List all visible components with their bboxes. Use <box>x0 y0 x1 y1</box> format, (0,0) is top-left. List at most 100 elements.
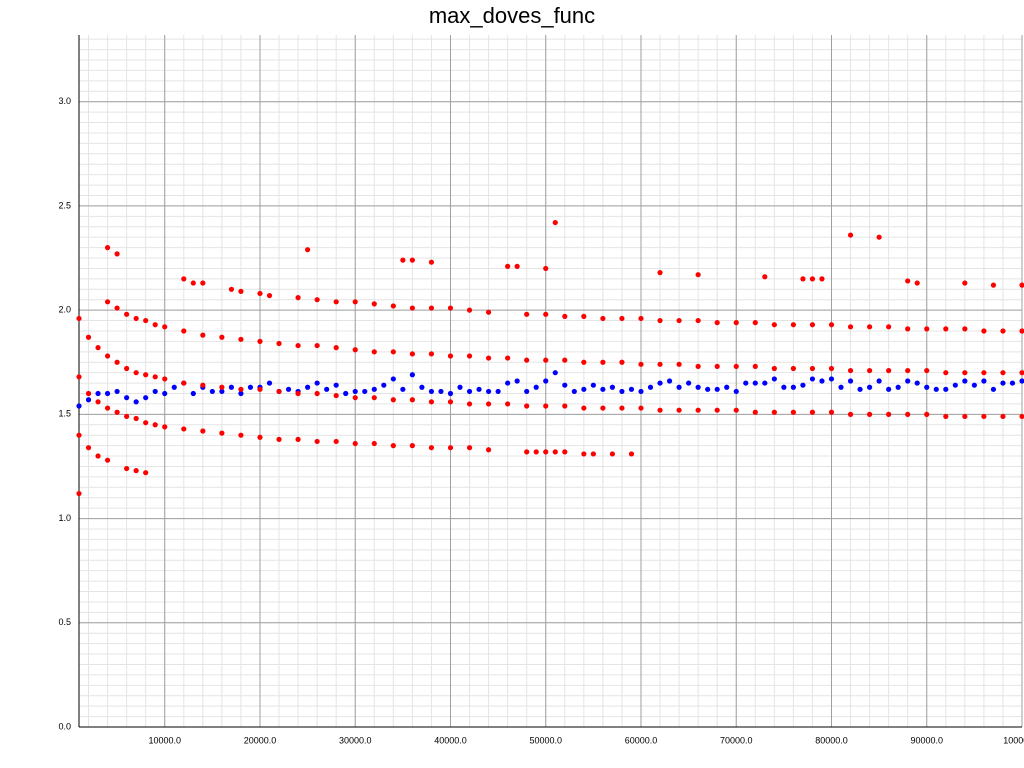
point <box>428 388 435 395</box>
point <box>390 443 396 449</box>
y-tick-label: 1.5 <box>58 409 71 419</box>
point <box>847 411 854 417</box>
point <box>76 315 82 322</box>
point <box>562 403 568 409</box>
point <box>809 365 816 372</box>
point <box>428 259 435 265</box>
point <box>114 305 120 311</box>
point <box>333 345 339 351</box>
point <box>124 311 130 317</box>
point <box>133 399 139 405</box>
point <box>581 405 587 411</box>
point <box>581 359 587 365</box>
point <box>466 307 473 313</box>
point <box>114 359 120 365</box>
point <box>857 386 863 392</box>
point <box>133 370 139 376</box>
point <box>162 390 168 397</box>
point <box>809 322 816 328</box>
point <box>714 320 720 326</box>
y-tick-label: 3.0 <box>58 96 71 106</box>
x-tick-label: 20000.0 <box>244 735 277 745</box>
point <box>247 384 254 390</box>
point <box>771 322 777 328</box>
point <box>866 384 873 390</box>
point <box>905 326 911 332</box>
point <box>143 395 149 401</box>
point <box>314 380 320 386</box>
point <box>505 355 511 361</box>
point <box>638 361 644 367</box>
point <box>181 426 187 432</box>
point <box>981 413 987 420</box>
point <box>314 438 320 445</box>
point <box>543 403 549 409</box>
x-tick-label: 30000.0 <box>339 735 372 745</box>
point <box>524 388 530 395</box>
point <box>914 280 920 286</box>
point <box>371 386 377 392</box>
point <box>409 372 415 378</box>
point <box>295 390 301 397</box>
point <box>485 447 492 453</box>
point <box>305 384 311 390</box>
point <box>790 365 796 372</box>
point <box>266 292 273 299</box>
point <box>133 315 139 322</box>
point <box>390 303 396 309</box>
point <box>924 326 930 332</box>
point <box>752 380 758 386</box>
point <box>971 382 977 388</box>
point <box>381 382 387 388</box>
point <box>333 382 339 388</box>
point <box>228 286 235 292</box>
point <box>200 428 206 434</box>
point <box>609 384 616 390</box>
point <box>114 388 120 395</box>
point <box>104 405 111 411</box>
point <box>466 445 473 451</box>
point <box>1000 328 1006 334</box>
point <box>886 386 892 392</box>
point <box>257 386 263 392</box>
point <box>752 409 758 415</box>
point <box>847 324 854 330</box>
point <box>171 384 177 390</box>
point <box>1000 413 1006 420</box>
point <box>1019 413 1024 420</box>
point <box>543 378 549 384</box>
point <box>447 305 454 311</box>
point <box>600 315 606 322</box>
point <box>771 376 777 382</box>
point <box>219 384 225 390</box>
point <box>447 390 454 397</box>
point <box>552 370 558 376</box>
point <box>666 378 673 384</box>
point <box>828 376 835 382</box>
point <box>238 390 244 397</box>
point <box>676 361 682 367</box>
point <box>85 334 92 340</box>
point <box>371 395 377 401</box>
point <box>952 382 958 388</box>
point <box>85 445 92 451</box>
y-tick-label: 2.0 <box>58 305 71 315</box>
point <box>762 274 768 280</box>
x-tick-label: 100000.0 <box>1003 735 1024 745</box>
point <box>552 449 558 455</box>
point <box>781 384 787 390</box>
point <box>352 440 358 447</box>
point <box>238 386 244 392</box>
point <box>828 409 835 415</box>
point <box>285 386 292 392</box>
point <box>619 315 625 322</box>
y-tick-label: 0.5 <box>58 617 71 627</box>
point <box>962 378 968 384</box>
chart-title: max_doves_func <box>429 3 595 28</box>
point <box>1019 282 1024 288</box>
point <box>762 380 768 386</box>
point <box>409 443 415 449</box>
point <box>924 384 930 390</box>
point <box>1019 370 1024 376</box>
point <box>800 382 806 388</box>
